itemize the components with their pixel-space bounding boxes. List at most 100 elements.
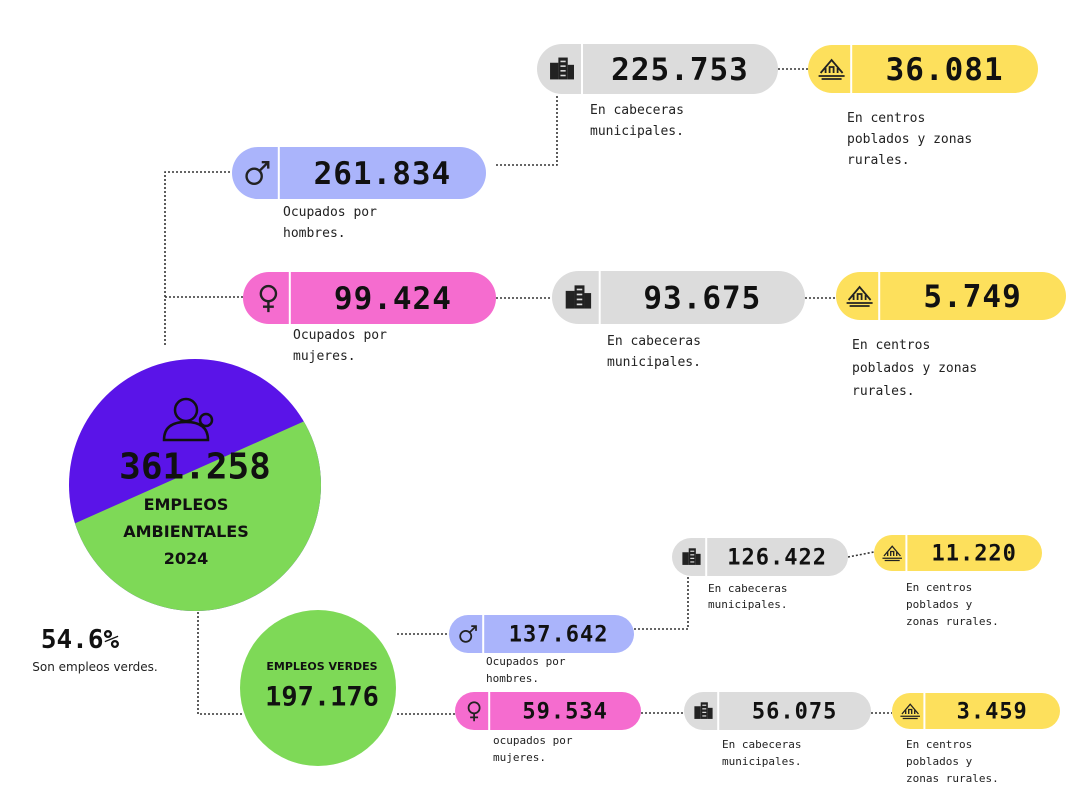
connectors — [164, 68, 892, 715]
icon-part — [682, 552, 689, 565]
pill — [232, 147, 486, 199]
icon-part — [584, 293, 592, 309]
node-caption: municipales. — [708, 598, 787, 611]
node: 126.422 En cabeceras municipales. — [672, 538, 848, 611]
node-caption: En cabeceras — [722, 738, 801, 751]
node-value: 93.675 — [643, 281, 761, 317]
node-caption: En cabeceras — [607, 334, 701, 349]
icon-part — [560, 65, 566, 67]
node-value: 59.534 — [522, 700, 607, 725]
node-value: 5.749 — [923, 279, 1021, 315]
node: 225.753 En cabeceras municipales. — [537, 44, 778, 139]
node-caption: rurales. — [852, 384, 915, 399]
icon-part — [695, 553, 701, 565]
node-value: 36.081 — [886, 52, 1004, 88]
node: 93.675 En cabeceras municipales. — [552, 271, 805, 370]
total-label: EMPLEOS — [144, 495, 229, 514]
icon-part — [702, 715, 707, 717]
node-caption: En cabeceras — [708, 582, 787, 595]
connector — [164, 171, 232, 345]
icon-part — [560, 70, 566, 72]
node-value: 137.642 — [509, 623, 609, 648]
icon — [467, 701, 481, 722]
total-label: 2024 — [164, 549, 209, 568]
icon-part — [258, 160, 270, 172]
pill — [449, 615, 634, 653]
node-value: 11.220 — [931, 542, 1016, 567]
icon-part — [560, 60, 566, 63]
icon-part — [550, 62, 559, 80]
icon-part — [846, 285, 873, 307]
node-caption: Ocupados por — [486, 655, 566, 668]
pill — [836, 272, 1066, 320]
node-caption: municipales. — [722, 755, 801, 768]
icon-part — [707, 707, 713, 719]
share-value: 54.6% — [41, 625, 120, 655]
icon-part — [700, 702, 708, 719]
nodes: 225.753 En cabeceras municipales. 36.081 En … — [232, 44, 1066, 785]
node: 11.220 En centros poblados y zonas rurales. — [874, 535, 1042, 628]
icon — [694, 702, 713, 719]
node-caption: ocupados por — [493, 734, 573, 747]
total-value: 361.258 — [119, 447, 271, 488]
node-caption: zonas rurales. — [906, 615, 999, 628]
node: 137.642 Ocupados por hombres. — [449, 615, 634, 685]
icon-part — [576, 303, 583, 306]
icon-part — [565, 290, 575, 309]
pill — [455, 692, 641, 730]
node: 5.749 En centros poblados y zonas rurales. — [836, 272, 1066, 399]
node-caption: Ocupados por — [283, 205, 377, 220]
icon-part — [690, 561, 695, 563]
icon-part — [567, 64, 574, 80]
pill — [243, 272, 496, 324]
node: 261.834 Ocupados por hombres. — [232, 147, 486, 241]
connector — [634, 576, 689, 630]
pill — [552, 271, 805, 324]
connector — [496, 95, 558, 166]
icon — [682, 548, 701, 565]
icon — [565, 285, 592, 309]
node-caption: mujeres. — [293, 349, 356, 364]
icon-part — [702, 708, 707, 710]
connector — [847, 551, 875, 558]
green-value: 197.176 — [265, 682, 379, 713]
connector — [197, 608, 242, 715]
person-icon — [162, 397, 214, 442]
pill — [892, 693, 1060, 729]
icon-part — [818, 58, 845, 80]
node: 59.534 ocupados por mujeres. — [455, 692, 641, 764]
icon — [259, 284, 278, 313]
icon-part — [576, 288, 583, 291]
icon — [882, 545, 902, 562]
node-caption: En centros — [847, 111, 925, 126]
node-caption: En centros — [906, 738, 972, 751]
node-caption: poblados y — [906, 755, 973, 768]
icon-part — [690, 557, 695, 559]
node-caption: poblados y — [906, 598, 973, 611]
pill — [808, 45, 1038, 93]
node-caption: zonas rurales. — [906, 772, 999, 785]
icon — [245, 160, 270, 186]
icon — [818, 58, 845, 80]
icon-part — [574, 285, 585, 309]
icon-part — [690, 554, 695, 556]
icon — [846, 285, 873, 307]
icon-part — [459, 629, 473, 643]
node-value: 225.753 — [611, 52, 749, 88]
pill — [874, 535, 1042, 571]
node: 56.075 En cabeceras municipales. — [684, 692, 871, 768]
pill — [684, 692, 871, 730]
icon-part — [702, 704, 707, 706]
icon-part — [690, 550, 695, 552]
node-caption: mujeres. — [493, 751, 546, 764]
green-circle: EMPLEOS VERDES 197.176 — [240, 610, 396, 766]
node-value: 126.422 — [727, 546, 827, 571]
node-caption: hombres. — [283, 226, 346, 241]
green-title: EMPLEOS VERDES — [266, 660, 377, 673]
icon-part — [576, 293, 583, 296]
node-caption: hombres. — [486, 672, 539, 685]
node-value: 56.075 — [752, 700, 837, 725]
icon-part — [262, 301, 274, 313]
icon-part — [694, 706, 701, 719]
